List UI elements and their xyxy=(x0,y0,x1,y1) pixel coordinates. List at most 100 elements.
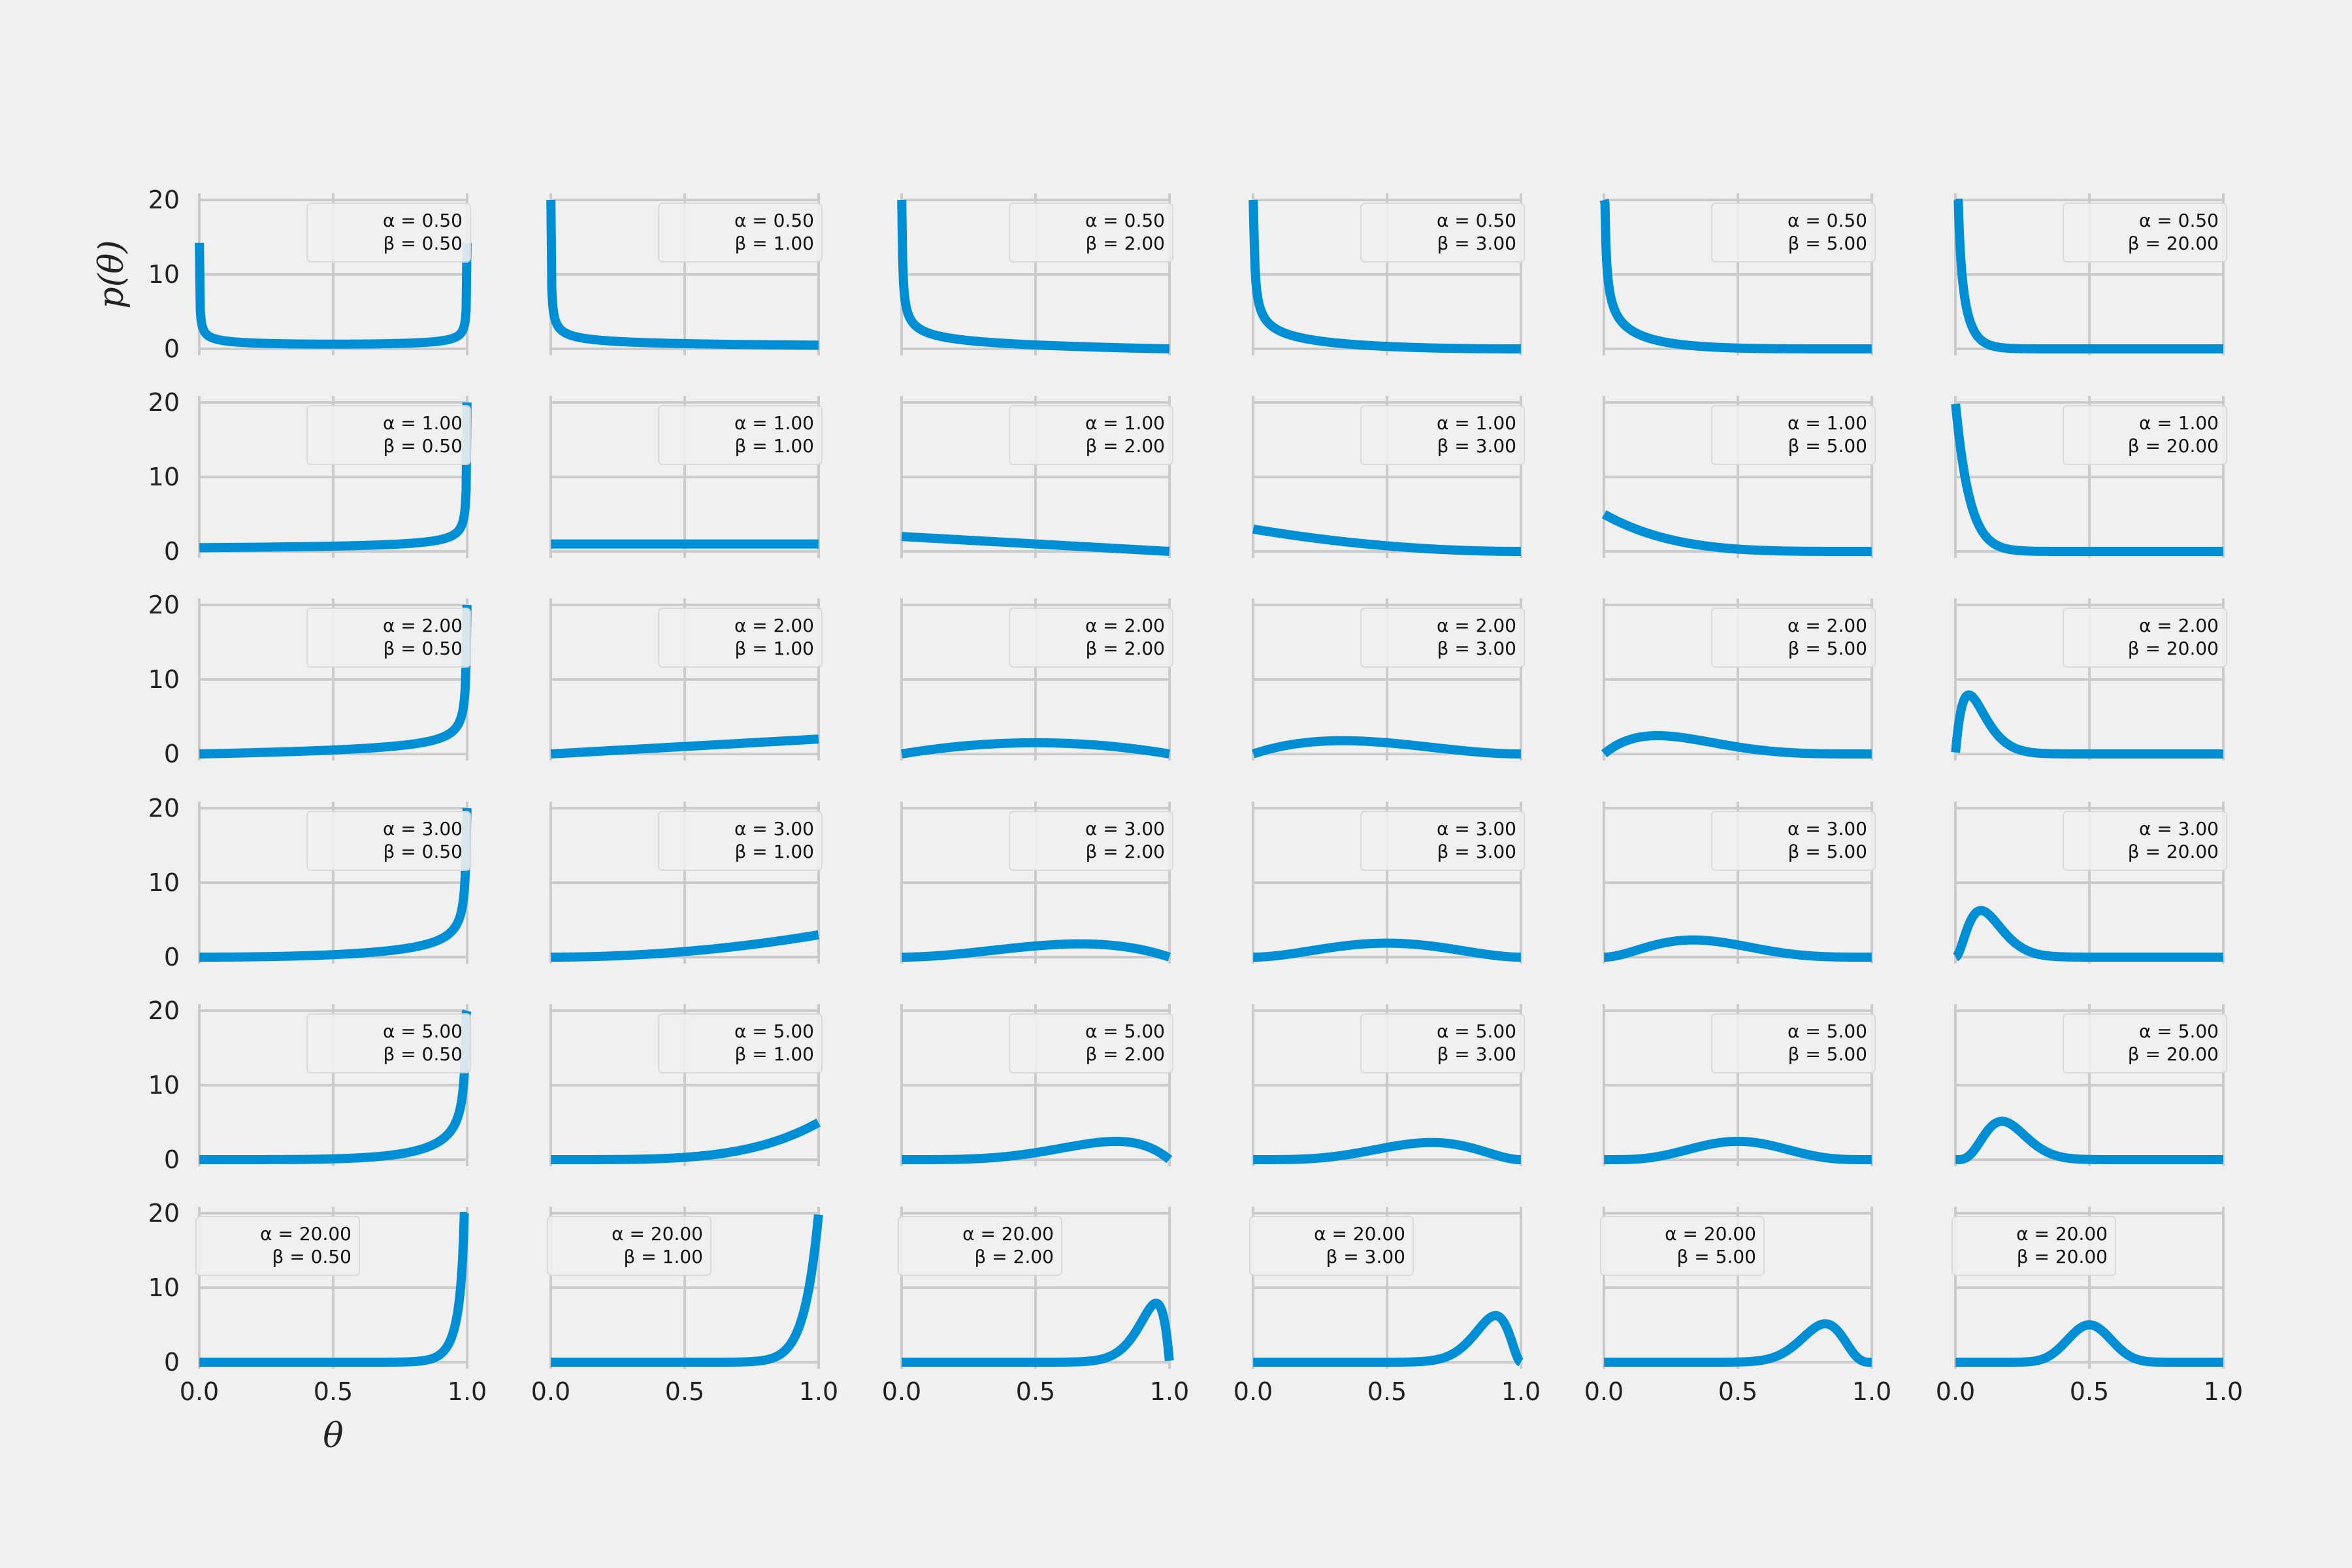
legend-box xyxy=(1600,1216,1765,1276)
beta-pdf-line xyxy=(547,1118,823,1164)
x-tick-label: 0.5 xyxy=(314,1377,353,1406)
legend-alpha-label: α = 5.00 xyxy=(1085,1021,1165,1042)
y-tick-label: 20 xyxy=(148,1199,180,1228)
legend: α = 5.00β = 3.00 xyxy=(1360,1013,1525,1073)
legend-alpha-label: α = 5.00 xyxy=(383,1021,463,1042)
legend-alpha-label: α = 1.00 xyxy=(2139,412,2219,434)
panel-4-5: α = 5.00β = 20.00 xyxy=(1952,1004,2227,1166)
legend-beta-label: β = 3.00 xyxy=(1326,1246,1405,1267)
legend-beta-label: β = 2.00 xyxy=(1086,435,1165,457)
panel-0-1: α = 0.50β = 1.00 xyxy=(546,193,823,355)
legend-beta-label: β = 5.00 xyxy=(1788,638,1867,659)
beta-pdf-line xyxy=(1600,510,1876,556)
y-tick-label: 20 xyxy=(148,186,180,214)
legend-alpha-label: α = 3.00 xyxy=(734,818,814,840)
panel-5-5: α = 20.00β = 20.00 0.0 0.5 1.0 xyxy=(1936,1207,2243,1406)
legend-box xyxy=(1009,405,1173,465)
legend-box xyxy=(898,1216,1062,1276)
y-tick-label: 20 xyxy=(148,388,180,417)
x-tick-label: 0.0 xyxy=(1936,1377,1975,1406)
legend-box xyxy=(306,405,471,465)
beta-pdf-line xyxy=(1600,935,1876,962)
legend-alpha-label: α = 5.00 xyxy=(734,1021,814,1042)
x-tick-label: 1.0 xyxy=(799,1377,838,1406)
legend-alpha-label: α = 3.00 xyxy=(1085,818,1165,840)
legend: α = 5.00β = 2.00 xyxy=(1009,1013,1173,1073)
y-tick-label: 0 xyxy=(164,335,180,363)
legend-box xyxy=(547,1216,711,1276)
legend-beta-label: β = 0.50 xyxy=(272,1246,351,1267)
legend-box xyxy=(306,1013,471,1073)
legend: α = 20.00β = 1.00 xyxy=(547,1216,711,1276)
beta-pdf-line xyxy=(546,199,823,350)
beta-pdf-line xyxy=(1249,524,1525,556)
y-tick-label: 10 xyxy=(148,463,180,491)
legend-alpha-label: α = 5.00 xyxy=(2139,1021,2219,1042)
legend-alpha-label: α = 3.00 xyxy=(1437,818,1516,840)
beta-pdf-line xyxy=(898,738,1173,759)
legend-box xyxy=(1952,1216,2116,1276)
legend-alpha-label: α = 2.00 xyxy=(2139,615,2219,636)
y-tick-label: 0 xyxy=(164,740,180,768)
legend-box xyxy=(1711,608,1876,668)
legend-box xyxy=(1009,608,1173,668)
legend-alpha-label: α = 5.00 xyxy=(1788,1021,1867,1042)
legend: α = 5.00β = 5.00 xyxy=(1711,1013,1876,1073)
x-tick-label: 0.0 xyxy=(1233,1377,1273,1406)
legend-box xyxy=(195,1216,360,1276)
legend-box xyxy=(1009,203,1173,263)
y-axis-label: p(θ) xyxy=(92,240,131,308)
x-axis-label: θ xyxy=(323,1416,343,1456)
legend: α = 0.50β = 1.00 xyxy=(658,203,823,263)
x-tick-label: 1.0 xyxy=(1150,1377,1189,1406)
legend-box xyxy=(306,608,471,668)
legend: α = 1.00β = 0.50 xyxy=(306,405,471,465)
beta-pdf-line xyxy=(547,930,823,962)
legend-alpha-label: α = 2.00 xyxy=(1437,615,1516,636)
panel-3-2: α = 3.00β = 2.00 xyxy=(898,802,1173,964)
y-tick-label: 10 xyxy=(148,260,180,289)
legend-alpha-label: α = 5.00 xyxy=(1437,1021,1516,1042)
y-tick-label: 10 xyxy=(148,868,180,897)
legend-box xyxy=(1360,203,1525,263)
legend-alpha-label: α = 0.50 xyxy=(2139,210,2219,231)
legend-beta-label: β = 1.00 xyxy=(735,1043,814,1065)
legend-beta-label: β = 20.00 xyxy=(2128,1043,2219,1065)
panel-2-5: α = 2.00β = 20.00 xyxy=(1951,598,2227,760)
panel-1-1: α = 1.00β = 1.00 xyxy=(547,396,823,558)
legend: α = 5.00β = 0.50 xyxy=(306,1013,471,1073)
panel-4-0: α = 5.00β = 0.50 0 10 20 xyxy=(148,996,472,1174)
legend: α = 0.50β = 0.50 xyxy=(306,203,471,263)
legend: α = 0.50β = 20.00 xyxy=(2063,203,2227,263)
legend-alpha-label: α = 1.00 xyxy=(1437,412,1516,434)
legend: α = 20.00β = 2.00 xyxy=(898,1216,1062,1276)
legend-alpha-label: α = 0.50 xyxy=(383,210,463,231)
legend: α = 3.00β = 5.00 xyxy=(1711,811,1876,871)
legend-alpha-label: α = 0.50 xyxy=(1437,210,1516,231)
legend-box xyxy=(658,1013,823,1073)
legend: α = 1.00β = 2.00 xyxy=(1009,405,1173,465)
x-tick-label: 0.0 xyxy=(531,1377,570,1406)
legend-beta-label: β = 5.00 xyxy=(1788,1043,1867,1065)
panel-2-4: α = 2.00β = 5.00 xyxy=(1600,598,1876,760)
legend-beta-label: β = 2.00 xyxy=(1086,841,1165,862)
legend: α = 2.00β = 0.50 xyxy=(306,608,471,668)
beta-pdf-line xyxy=(1249,736,1525,759)
beta-pdf-line xyxy=(898,532,1173,556)
y-tick-label: 0 xyxy=(164,1348,180,1377)
beta-pdf-line xyxy=(1600,1319,1876,1367)
panel-1-3: α = 1.00β = 3.00 xyxy=(1249,396,1525,558)
legend: α = 20.00β = 5.00 xyxy=(1600,1216,1765,1276)
panel-3-3: α = 3.00β = 3.00 xyxy=(1249,802,1525,964)
legend-box xyxy=(1360,1013,1525,1073)
legend: α = 5.00β = 20.00 xyxy=(2063,1013,2227,1073)
legend-beta-label: β = 1.00 xyxy=(735,638,814,659)
beta-pdf-line xyxy=(1952,906,2227,962)
legend: α = 2.00β = 5.00 xyxy=(1711,608,1876,668)
beta-pdf-line xyxy=(1952,1117,2227,1164)
legend-box xyxy=(2063,1013,2227,1073)
legend-beta-label: β = 0.50 xyxy=(384,638,463,659)
beta-pdf-line xyxy=(1249,1311,1525,1367)
legend: α = 2.00β = 1.00 xyxy=(658,608,823,668)
